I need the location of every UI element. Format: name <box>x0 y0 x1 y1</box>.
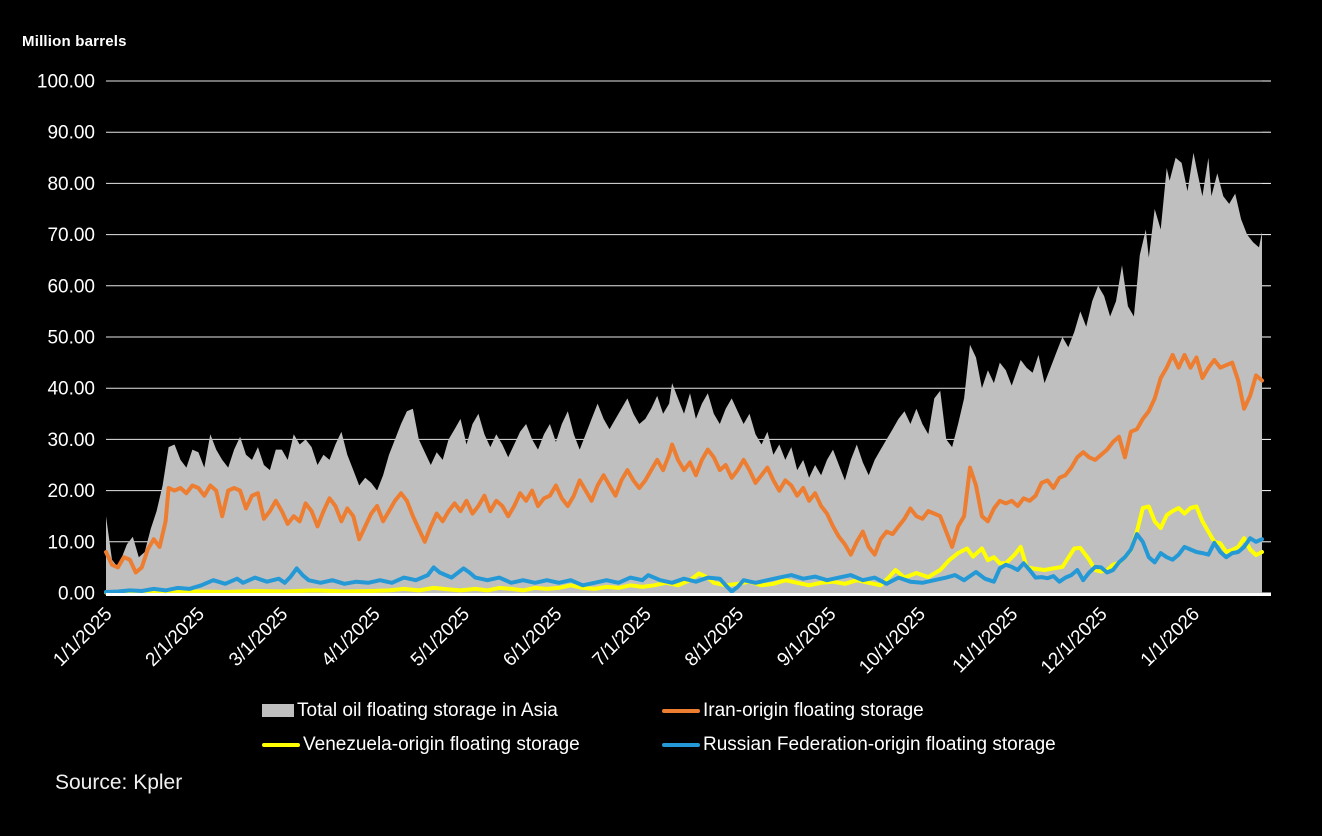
line-series <box>104 532 1264 594</box>
legend-swatch <box>662 742 700 747</box>
x-tick-label: 1/1/2025 <box>49 604 116 671</box>
legend-swatch <box>262 704 294 717</box>
y-tick-label: 100.00 <box>37 72 95 93</box>
y-tick-label: 60.00 <box>47 276 95 297</box>
x-tick-label: 6/1/2025 <box>499 604 566 671</box>
x-tick-label: 9/1/2025 <box>773 604 840 671</box>
x-tick-label: 10/1/2025 <box>855 604 930 679</box>
legend-item: Iran-origin floating storage <box>662 699 1142 721</box>
y-tick-label: 40.00 <box>47 379 95 400</box>
legend-label: Total oil floating storage in Asia <box>297 699 558 721</box>
x-axis-labels: 1/1/2025 2/1/2025 3/1/2025 4/1/2025 5/1/2025… <box>49 604 1204 679</box>
y-tick-label: 90.00 <box>47 123 95 144</box>
axis-ticks <box>106 80 1271 596</box>
y-axis-labels: 0.00 10.00 20.00 30.00 40.00 50.00 60.00 70.00 8… <box>37 72 95 605</box>
x-tick-label: 3/1/2025 <box>225 604 292 671</box>
x-tick-label: 7/1/2025 <box>589 604 656 671</box>
x-tick-label: 8/1/2025 <box>681 604 748 671</box>
legend-label: Iran-origin floating storage <box>703 699 924 721</box>
x-tick-label: 1/1/2026 <box>1137 604 1204 671</box>
x-tick-label: 2/1/2025 <box>142 604 209 671</box>
y-tick-label: 20.00 <box>47 481 95 502</box>
chart-legend: Total oil floating storage in Asia Iran-o… <box>262 699 1142 755</box>
source-note: Source: Kpler <box>55 771 183 794</box>
line-series <box>104 504 1264 595</box>
line-series <box>104 352 1264 575</box>
legend-swatch <box>662 708 700 713</box>
legend-item: Venezuela-origin floating storage <box>262 733 662 755</box>
series-layer <box>104 152 1264 595</box>
x-tick-label: 12/1/2025 <box>1037 604 1112 679</box>
legend-item: Total oil floating storage in Asia <box>262 699 662 721</box>
x-tick-label: 11/1/2025 <box>949 604 1023 678</box>
area-series <box>106 152 1262 593</box>
legend-swatch <box>262 742 300 747</box>
y-tick-label: 80.00 <box>47 174 95 195</box>
y-tick-label: 0.00 <box>58 584 95 605</box>
x-tick-label: 5/1/2025 <box>407 604 474 671</box>
legend-label: Venezuela-origin floating storage <box>303 733 580 755</box>
x-tick-label: 4/1/2025 <box>318 604 385 671</box>
y-tick-label: 50.00 <box>47 328 95 349</box>
legend-item: Russian Federation-origin floating stora… <box>662 733 1142 755</box>
legend-label: Russian Federation-origin floating stora… <box>703 733 1056 755</box>
y-axis-title: Million barrels <box>22 33 127 50</box>
y-tick-label: 70.00 <box>47 225 95 246</box>
y-tick-label: 30.00 <box>47 430 95 451</box>
y-tick-label: 10.00 <box>47 532 95 553</box>
